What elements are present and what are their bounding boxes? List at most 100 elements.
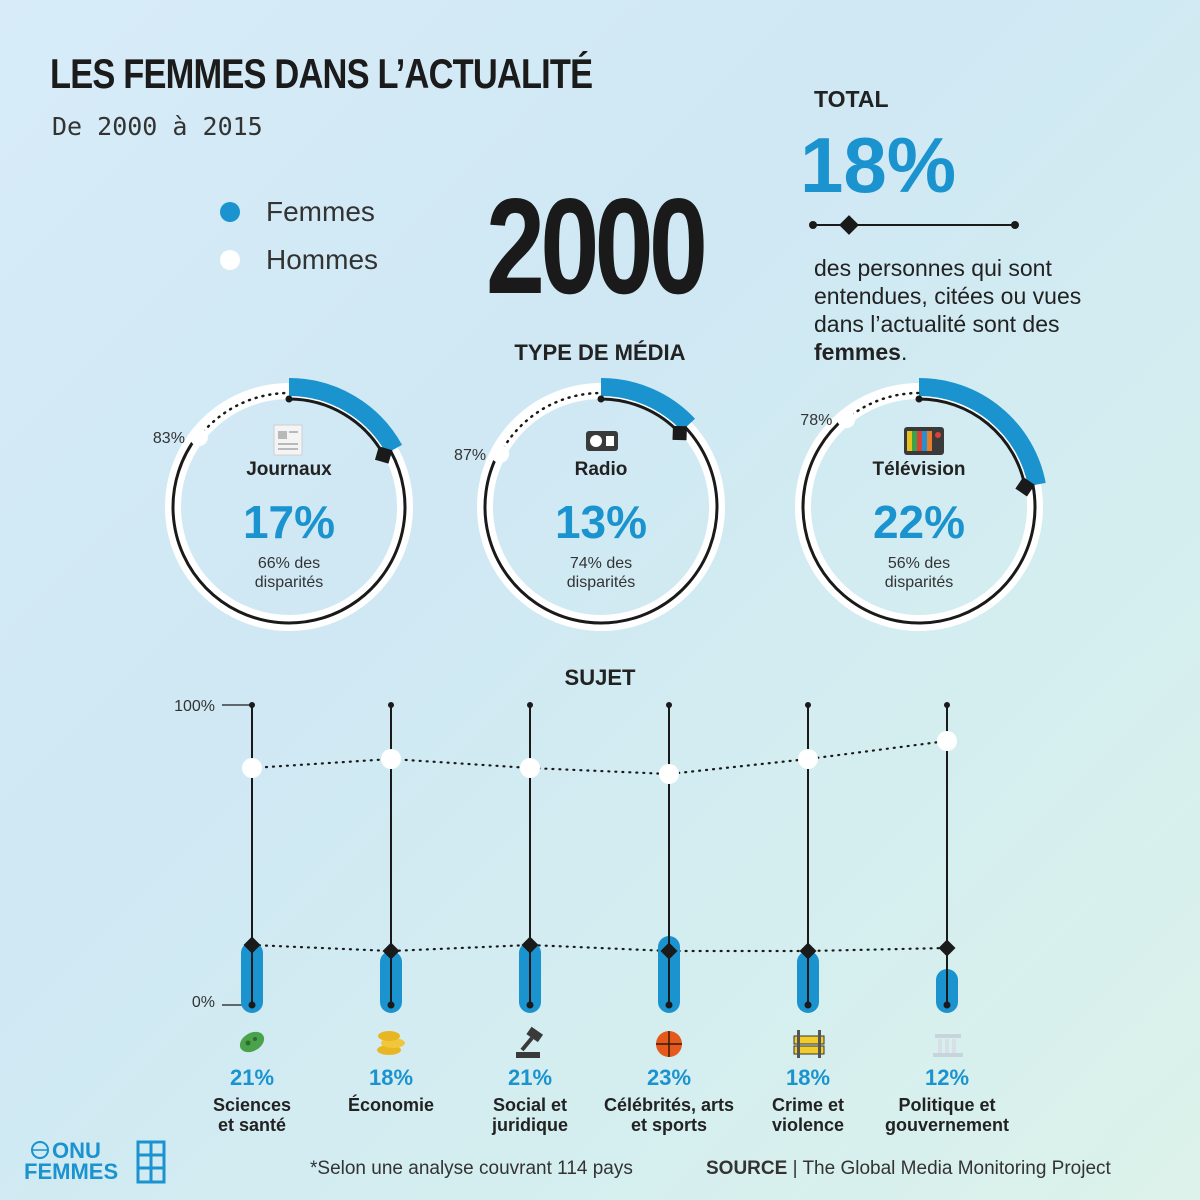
- subject-column: 18% Économie: [348, 702, 434, 1115]
- coins-icon: [377, 1031, 405, 1055]
- women-pct-value: 13%: [555, 496, 647, 548]
- logo-graphic: [31, 1140, 166, 1184]
- men-pct-label: 78%: [800, 412, 832, 429]
- tv-color-bar: [907, 431, 912, 451]
- gavel-icon: [516, 1026, 544, 1058]
- building-column: [938, 1039, 942, 1053]
- women-arc: [288, 378, 403, 454]
- ytick-0: 0%: [192, 994, 215, 1011]
- women-end-diamond: [1015, 477, 1035, 497]
- dotted-connector: [197, 391, 291, 439]
- women-marker-diamond: [938, 939, 956, 957]
- women-arc: [600, 378, 696, 432]
- page-title: LES FEMMES DANS L’ACTUALITÉ: [50, 50, 593, 97]
- total-desc-line: dans l’actualité sont des: [814, 311, 1060, 337]
- building-base: [933, 1053, 963, 1057]
- women-pct-label: 18%: [369, 1065, 413, 1090]
- gavel-head: [526, 1026, 544, 1043]
- women-arc-line: [918, 397, 1027, 488]
- building-column: [945, 1039, 949, 1053]
- ytick-100: 100%: [174, 698, 215, 715]
- women-pct-label: 21%: [508, 1065, 552, 1090]
- coin: [378, 1031, 400, 1041]
- women-end-diamond: [374, 446, 393, 464]
- media-section-title: TYPE DE MÉDIA: [514, 340, 686, 365]
- disparity-line: disparités: [255, 574, 323, 591]
- television-icon: [904, 427, 944, 455]
- column-top-point: [805, 702, 811, 708]
- tv-color-bar: [927, 431, 932, 451]
- women-marker-diamond: [799, 942, 817, 960]
- media-donut-télévision: 78% Télévision 22% 56% des disparités: [795, 378, 1046, 631]
- women-marker-diamond: [382, 942, 400, 960]
- men-dotted-line: [250, 739, 949, 776]
- disparity-line: disparités: [885, 574, 953, 591]
- logo-line2: FEMMES: [24, 1159, 119, 1184]
- radio-icon: [586, 431, 618, 451]
- footnote: *Selon une analyse couvrant 114 pays: [310, 1158, 633, 1179]
- total-desc-bold: femmes: [814, 339, 901, 365]
- newspaper-icon: [273, 424, 303, 456]
- microbe-spot: [253, 1037, 257, 1041]
- men-point: [837, 410, 856, 429]
- category-label: violence: [772, 1115, 844, 1135]
- media-donut-radio: 87% Radio 13% 74% des disparités: [454, 378, 725, 631]
- basketball-icon: [656, 1031, 682, 1057]
- column-top-point: [666, 702, 672, 708]
- media-donut-chart: 83% Journaux 17% 66% des disparités 87% Radio 1…: [152, 378, 1046, 631]
- men-arc-line: [171, 434, 407, 625]
- media-donut-journaux: 83% Journaux 17% 66% des disparités: [153, 378, 413, 631]
- dotted-connector: [498, 391, 603, 456]
- media-name: Journaux: [246, 459, 332, 480]
- tv-knob: [935, 432, 941, 438]
- category-label: et santé: [218, 1115, 286, 1135]
- gavel-base: [516, 1052, 540, 1058]
- women-pct-label: 12%: [925, 1065, 969, 1090]
- category-label: Célébrités, arts: [604, 1095, 734, 1115]
- building-roof: [935, 1034, 961, 1038]
- women-dot-icon: [220, 202, 240, 222]
- tv-color-bar: [912, 431, 917, 451]
- total-label: TOTAL: [814, 86, 889, 112]
- gavel-handle: [520, 1036, 534, 1052]
- category-label: Économie: [348, 1094, 434, 1115]
- total-desc-line: entendues, citées ou vues: [814, 283, 1082, 309]
- women-pct-label: 21%: [230, 1065, 274, 1090]
- total-desc-line: des personnes qui sont: [814, 255, 1052, 281]
- start-point: [915, 395, 923, 403]
- column-base-point: [526, 1001, 534, 1009]
- media-name: Télévision: [873, 459, 966, 480]
- column-base-point: [665, 1001, 673, 1009]
- microbe-icon: [239, 1031, 265, 1053]
- source-label: SOURCE: [706, 1158, 788, 1179]
- column-base-point: [387, 1001, 395, 1009]
- column-top-point: [527, 702, 533, 708]
- legend-item-men: Hommes: [220, 244, 378, 276]
- category-label: et sports: [631, 1115, 707, 1135]
- un-women-logo: ONU FEMMES: [24, 1140, 174, 1184]
- logo-line1: ONU: [52, 1138, 101, 1163]
- barrier-leg: [797, 1030, 800, 1058]
- legend-item-women: Femmes: [220, 196, 378, 228]
- microbe-spot: [245, 1040, 251, 1046]
- building-column: [952, 1039, 956, 1053]
- barrier-icon: [793, 1030, 825, 1058]
- category-label: Politique et: [898, 1095, 995, 1115]
- column-top-point: [944, 702, 950, 708]
- men-point: [937, 731, 957, 751]
- year-display: 2000: [486, 170, 708, 322]
- total-value: 18%: [800, 121, 957, 209]
- men-arc-line: [801, 416, 1037, 625]
- column-top-point: [249, 702, 255, 708]
- newspaper-line: [278, 443, 298, 445]
- tv-color-bar: [922, 431, 927, 451]
- men-point: [491, 444, 510, 463]
- women-arc-line: [288, 397, 385, 456]
- newspaper-line: [289, 431, 298, 433]
- men-point: [381, 749, 401, 769]
- women-pct-value: 17%: [243, 496, 335, 548]
- disparity-line: 66% des: [258, 555, 320, 572]
- women-marker-diamond: [243, 936, 261, 954]
